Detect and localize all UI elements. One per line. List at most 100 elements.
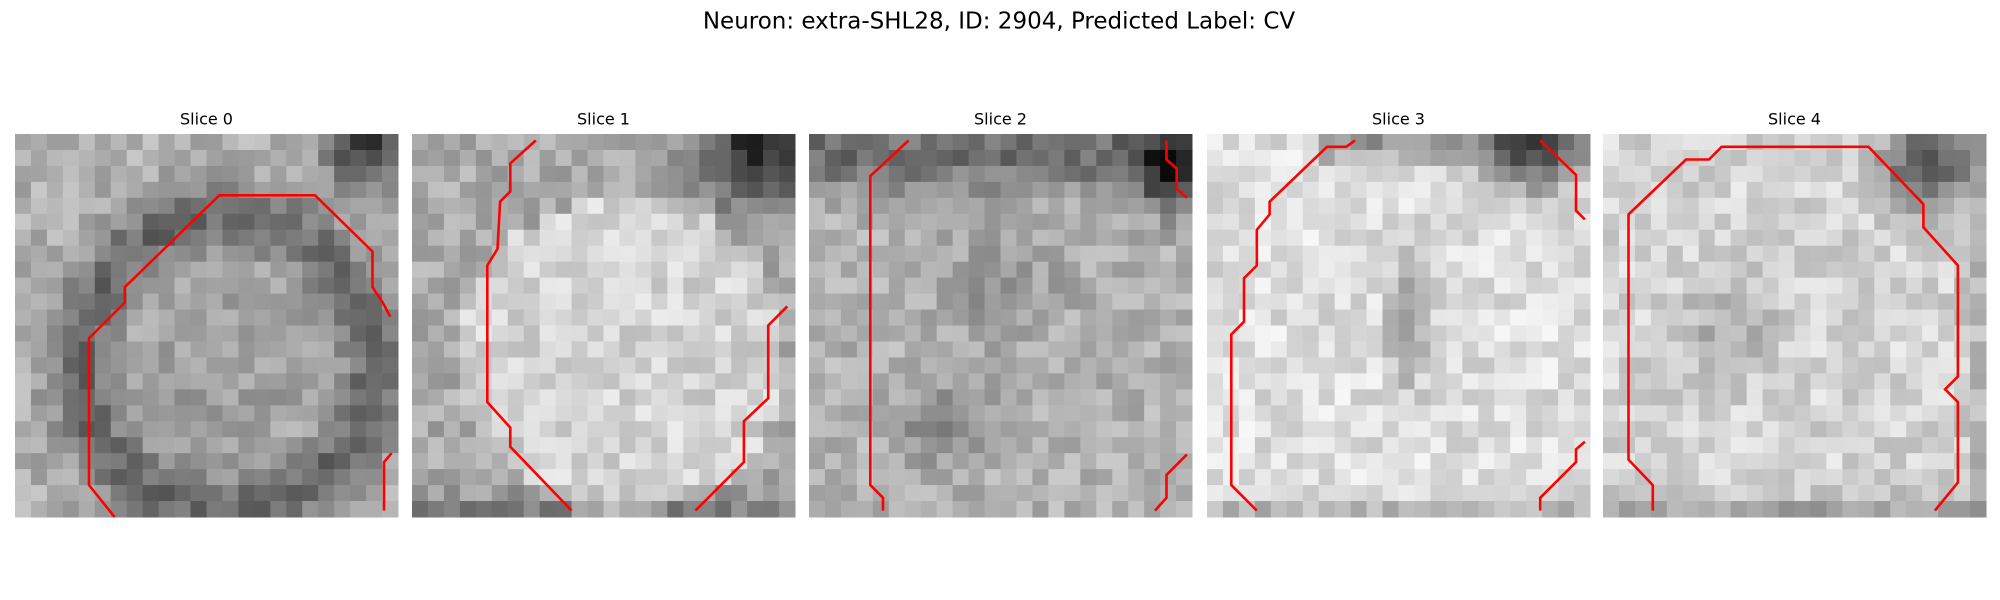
pixel	[427, 309, 445, 326]
pixel	[619, 373, 636, 390]
pixel	[920, 485, 938, 502]
pixel	[683, 293, 700, 311]
pixel	[1794, 181, 1811, 199]
pixel	[872, 293, 890, 311]
pixel	[731, 229, 748, 247]
pixel	[1542, 229, 1559, 247]
pixel	[1778, 309, 1795, 326]
pixel	[30, 453, 48, 470]
pixel	[1446, 389, 1463, 406]
pixel	[1144, 165, 1161, 183]
pixel	[1032, 421, 1049, 438]
slice-image	[15, 134, 399, 518]
pixel	[1938, 501, 1955, 518]
pixel	[350, 405, 367, 422]
pixel	[78, 134, 96, 151]
pixel	[427, 469, 445, 486]
pixel	[1954, 245, 1971, 263]
pixel	[619, 453, 636, 470]
pixel	[1080, 453, 1097, 470]
pixel	[1922, 229, 1939, 247]
pixel	[507, 309, 525, 326]
pixel	[1064, 357, 1081, 374]
pixel	[206, 245, 223, 263]
pixel	[1526, 453, 1543, 470]
pixel	[1494, 261, 1511, 279]
pixel	[15, 469, 32, 486]
pixel	[635, 309, 652, 326]
pixel	[809, 134, 826, 151]
pixel	[888, 341, 906, 358]
pixel	[809, 261, 826, 279]
pixel	[1922, 357, 1939, 374]
pixel	[1096, 357, 1113, 374]
pixel	[1874, 389, 1891, 406]
pixel	[651, 325, 668, 342]
pixel	[1698, 293, 1716, 311]
pixel	[94, 501, 112, 518]
pixel	[1858, 453, 1875, 470]
pixel	[587, 341, 604, 358]
pixel	[94, 389, 112, 406]
pixel	[888, 501, 906, 518]
pixel	[15, 261, 32, 279]
pixel	[731, 389, 748, 406]
pixel	[1954, 165, 1971, 183]
pixel	[1650, 437, 1668, 454]
pixel	[1922, 213, 1939, 231]
pixel	[1494, 405, 1511, 422]
pixel	[1176, 149, 1193, 167]
pixel	[1032, 165, 1049, 183]
pixel	[1826, 261, 1843, 279]
pixel	[1398, 134, 1415, 151]
pixel	[651, 405, 668, 422]
pixel	[779, 261, 796, 279]
pixel	[126, 197, 144, 215]
pixel	[1603, 277, 1620, 295]
pixel	[30, 149, 48, 167]
pixel	[1478, 373, 1495, 390]
pixel	[587, 245, 604, 263]
pixel	[1906, 405, 1923, 422]
pixel	[1762, 373, 1780, 390]
pixel	[1462, 277, 1479, 295]
pixel	[1810, 213, 1827, 231]
pixel	[968, 373, 986, 390]
contour	[694, 305, 789, 512]
pixel	[1350, 197, 1368, 215]
pixel	[1890, 277, 1907, 295]
pixel	[1112, 373, 1129, 390]
pixel	[571, 277, 589, 295]
pixel	[1016, 229, 1033, 247]
pixel	[1890, 229, 1907, 247]
pixel	[1254, 485, 1272, 502]
contour	[486, 139, 573, 512]
pixel	[984, 277, 1001, 295]
pixel	[840, 357, 858, 374]
pixel	[635, 325, 652, 342]
pixel	[651, 341, 668, 358]
pixel	[1144, 277, 1161, 295]
pixel	[62, 325, 80, 342]
pixel	[1176, 325, 1193, 342]
pixel	[174, 421, 192, 438]
pixel	[809, 229, 826, 247]
pixel	[1954, 197, 1971, 215]
pixel	[1666, 437, 1684, 454]
pixel	[1064, 181, 1081, 199]
pixel	[1350, 389, 1368, 406]
pixel	[270, 277, 287, 295]
pixel	[747, 341, 764, 358]
pixel	[635, 373, 652, 390]
pixel	[1558, 373, 1575, 390]
pixel	[1176, 405, 1193, 422]
pixel	[1270, 181, 1288, 199]
pixel	[270, 261, 287, 279]
pixel	[1938, 293, 1955, 311]
pixel	[715, 309, 732, 326]
pixel	[1032, 213, 1049, 231]
slice-image	[809, 134, 1193, 518]
pixel	[1334, 325, 1352, 342]
pixel	[1080, 341, 1097, 358]
pixel	[206, 293, 223, 311]
